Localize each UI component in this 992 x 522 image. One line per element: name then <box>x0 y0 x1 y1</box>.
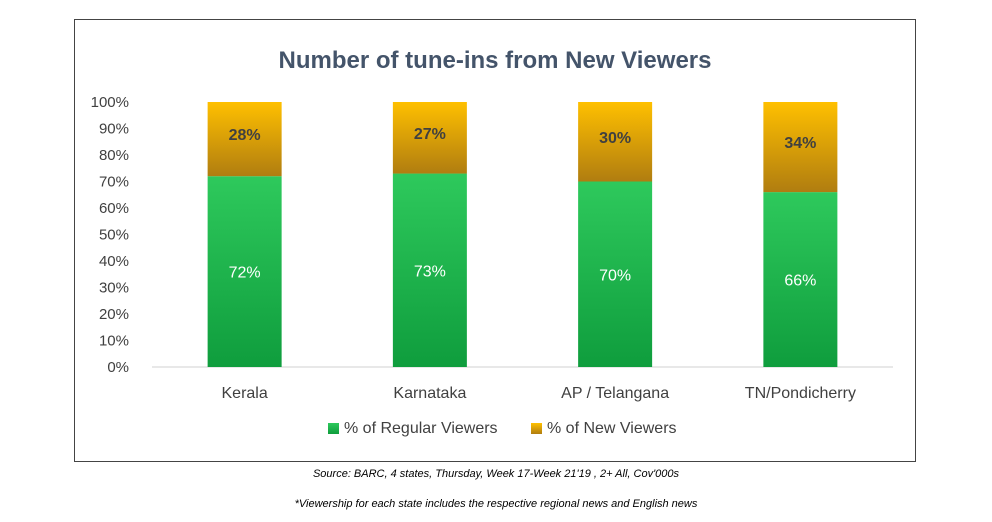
x-category-label: Karnataka <box>393 385 466 402</box>
y-tick-label: 30% <box>99 280 129 297</box>
y-tick-label: 50% <box>99 227 129 244</box>
x-category-label: TN/Pondicherry <box>745 385 856 402</box>
y-tick-label: 90% <box>99 121 129 138</box>
viewership-note: *Viewership for each state includes the … <box>294 498 698 510</box>
chart-title: Number of tune-ins from New Viewers <box>279 47 712 74</box>
bar-new-viewers <box>207 102 282 177</box>
stacked-bar-chart: Number of tune-ins from New Viewers 0% 10… <box>91 47 893 437</box>
y-tick-label: 10% <box>99 333 129 350</box>
source-note: Source: BARC, 4 states, Thursday, Week 1… <box>312 468 680 480</box>
x-category-label: AP / Telangana <box>561 385 669 402</box>
bar-regular-viewers <box>578 181 653 367</box>
data-label: 27% <box>414 126 446 143</box>
bar-regular-viewers <box>763 192 838 367</box>
legend-regular-viewers-swatch <box>328 423 339 434</box>
y-axis: 0% 10% 20% 30% 40% 50% 60% 70% 80% 90% 100% <box>91 94 129 376</box>
bar-regular-viewers <box>392 173 467 367</box>
legend-new-viewers-label: % of New Viewers <box>547 420 677 437</box>
y-tick-label: 60% <box>99 200 129 217</box>
y-tick-label: 20% <box>99 306 129 323</box>
chart-frame: Number of tune-ins from New Viewers 0% 10… <box>74 19 916 462</box>
bar-regular-viewers <box>207 176 282 367</box>
legend-new-viewers-swatch <box>531 423 542 434</box>
y-tick-label: 70% <box>99 174 129 191</box>
y-tick-label: 40% <box>99 253 129 270</box>
bar-new-viewers <box>763 102 838 193</box>
y-tick-label: 0% <box>107 359 129 376</box>
bar-new-viewers <box>392 102 467 174</box>
x-axis: Kerala Karnataka AP / Telangana TN/Pondiche… <box>222 385 856 402</box>
bar-new-viewers <box>578 102 653 182</box>
legend-regular-viewers-label: % of Regular Viewers <box>344 420 498 437</box>
y-tick-label: 100% <box>91 94 129 111</box>
x-category-label: Kerala <box>222 385 268 402</box>
data-label: 72% <box>229 265 261 282</box>
data-label: 30% <box>599 130 631 147</box>
data-label: 70% <box>599 267 631 284</box>
data-label: 34% <box>784 135 816 152</box>
data-label: 73% <box>414 263 446 280</box>
data-label: 28% <box>229 127 261 144</box>
bars: 72% 28% 73% 27% 70% 30% 66% 34% <box>207 102 838 367</box>
y-tick-label: 80% <box>99 147 129 164</box>
legend: % of Regular Viewers % of New Viewers <box>328 420 677 437</box>
data-label: 66% <box>784 273 816 290</box>
